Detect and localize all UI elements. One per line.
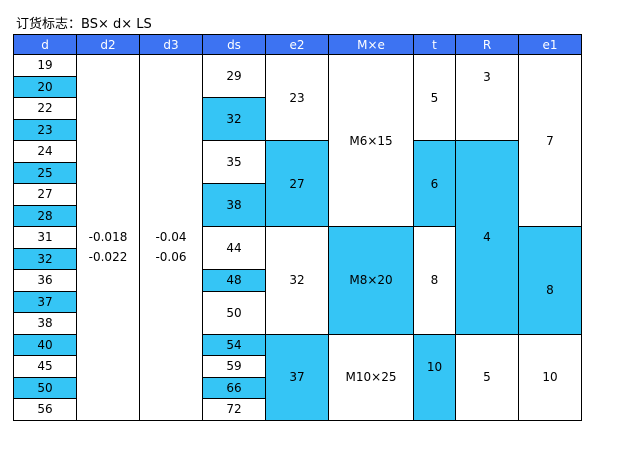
header-t: t xyxy=(413,34,456,55)
d-cell: 19 xyxy=(13,54,77,77)
ds-cell: 59 xyxy=(202,355,266,378)
table-row: 56 72 xyxy=(13,398,582,421)
ds-cell: 72 xyxy=(202,398,266,421)
d2-upper: -0.018 xyxy=(88,230,128,245)
table-row: 31 44 32 M8×20 8 8 xyxy=(13,226,582,335)
r-value: 3 xyxy=(483,69,491,84)
r-cell: 5 xyxy=(455,333,519,421)
d-cell: 22 xyxy=(13,97,77,120)
ds-cell: 29 xyxy=(202,54,266,98)
header-ds: ds xyxy=(202,34,266,55)
mxe-cell: M6×15 xyxy=(328,54,414,227)
table-row: 20 xyxy=(13,75,582,98)
ds-cell: 54 xyxy=(202,333,266,356)
d-cell: 40 xyxy=(13,333,77,356)
header-d3: d3 xyxy=(139,34,203,55)
t-cell: 5 xyxy=(413,54,456,141)
d-cell: 23 xyxy=(13,118,77,141)
r-cell: 3 xyxy=(455,54,519,141)
e2-cell: 32 xyxy=(265,226,329,335)
table-row: 32 xyxy=(13,247,582,270)
header-r: R xyxy=(455,34,519,55)
d-cell: 31 xyxy=(13,226,77,249)
d3-tolerance-cell: -0.04 -0.06 xyxy=(139,54,203,421)
d2-tolerance-cell: -0.018 -0.022 xyxy=(76,54,140,421)
header-mxe: M×e xyxy=(328,34,414,55)
e2-cell: 27 xyxy=(265,140,329,227)
table-row: 45 59 xyxy=(13,355,582,378)
ds-cell: 48 xyxy=(202,269,266,292)
order-designation-caption: 订货标志：BS× d× LS xyxy=(16,17,152,32)
e2-cell: 37 xyxy=(265,333,329,421)
table-row: 19 -0.018 -0.022 -0.04 -0.06 29 23 M6×15… xyxy=(13,54,582,421)
table-row: 38 xyxy=(13,312,582,335)
d-cell: 32 xyxy=(13,247,77,270)
d-cell: 20 xyxy=(13,75,77,98)
header-e1: e1 xyxy=(518,34,582,55)
table-row: 22 32 xyxy=(13,97,582,141)
mxe-cell: M8×20 xyxy=(328,226,414,335)
ds-cell: 35 xyxy=(202,140,266,184)
d3-lower: -0.06 xyxy=(155,250,187,265)
d-cell: 56 xyxy=(13,398,77,421)
r-cell: 4 xyxy=(455,140,519,335)
table-row: 36 48 xyxy=(13,269,582,292)
d-cell: 36 xyxy=(13,269,77,292)
ds-cell: 44 xyxy=(202,226,266,270)
e1-cell: 7 xyxy=(518,54,582,227)
e1-cell: 10 xyxy=(518,333,582,421)
d-cell: 25 xyxy=(13,161,77,184)
spec-table: d d2 d3 ds e2 M×e t R e1 19 -0.018 -0.02… xyxy=(13,34,582,421)
table-row: 50 66 xyxy=(13,376,582,399)
ds-cell: 38 xyxy=(202,183,266,227)
table-row: 37 50 xyxy=(13,290,582,335)
ds-cell: 50 xyxy=(202,290,266,335)
e1-cell: 8 xyxy=(518,226,582,335)
header-d2: d2 xyxy=(76,34,140,55)
header-e2: e2 xyxy=(265,34,329,55)
t-cell: 10 xyxy=(413,333,456,421)
t-cell: 8 xyxy=(413,226,456,335)
d-cell: 24 xyxy=(13,140,77,163)
e2-cell: 23 xyxy=(265,54,329,141)
header-d: d xyxy=(13,34,77,55)
header-row: d d2 d3 ds e2 M×e t R e1 xyxy=(13,34,582,55)
e1-value: 8 xyxy=(546,283,554,298)
d2-lower: -0.022 xyxy=(88,250,128,265)
ds-cell: 66 xyxy=(202,376,266,399)
ds-cell: 32 xyxy=(202,97,266,141)
mxe-cell: M10×25 xyxy=(328,333,414,421)
table-row: 24 35 27 6 4 xyxy=(13,140,582,335)
table-row: 40 54 37 M10×25 10 5 10 xyxy=(13,333,582,421)
d-cell: 28 xyxy=(13,204,77,227)
t-value: 10 xyxy=(426,360,443,374)
d3-upper: -0.04 xyxy=(155,230,187,245)
d-cell: 50 xyxy=(13,376,77,399)
d-cell: 38 xyxy=(13,312,77,335)
d-cell: 37 xyxy=(13,290,77,313)
d-cell: 45 xyxy=(13,355,77,378)
d-cell: 27 xyxy=(13,183,77,206)
t-cell: 6 xyxy=(413,140,456,227)
